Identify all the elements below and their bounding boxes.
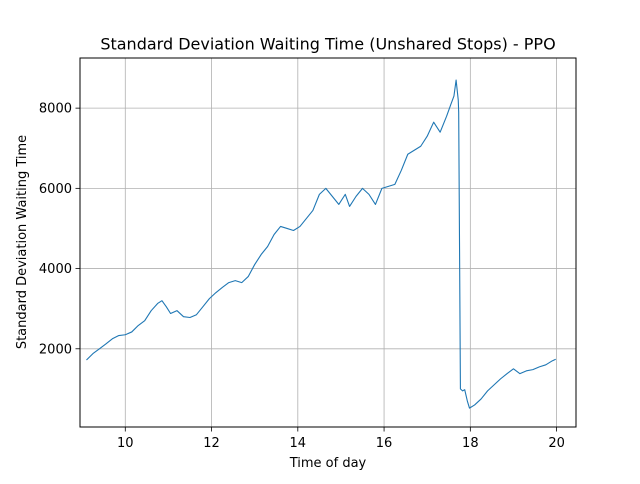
chart-title: Standard Deviation Waiting Time (Unshare… xyxy=(100,35,555,54)
y-axis-label: Standard Deviation Waiting Time xyxy=(15,135,30,349)
x-tick-label: 14 xyxy=(290,436,307,451)
x-tick-label: 10 xyxy=(117,436,134,451)
grid xyxy=(80,58,576,427)
series-line xyxy=(86,79,556,409)
x-tick-label: 18 xyxy=(462,436,479,451)
y-tick-label: 8000 xyxy=(39,102,72,117)
axes-frame xyxy=(79,57,577,428)
y-tick-label: 2000 xyxy=(39,342,72,357)
x-tick-label: 12 xyxy=(203,436,220,451)
y-tick-label: 4000 xyxy=(39,262,72,277)
plot-area xyxy=(86,79,556,409)
x-tick-label: 16 xyxy=(376,436,393,451)
axis-ticks: 10 12 14 16 18 20 2000 4000 6000 8000 xyxy=(39,102,565,451)
x-axis-label: Time of day xyxy=(289,456,367,471)
y-tick-label: 6000 xyxy=(39,182,72,197)
x-tick-label: 20 xyxy=(548,436,565,451)
